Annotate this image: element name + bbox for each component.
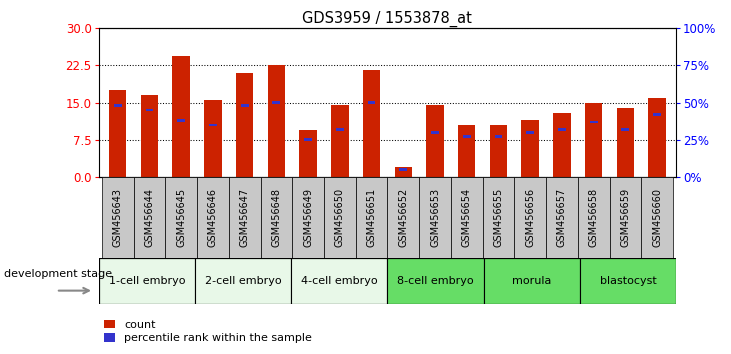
Bar [114,104,121,107]
Text: GSM456652: GSM456652 [398,188,409,247]
Text: 2-cell embryo: 2-cell embryo [205,276,281,286]
Bar [165,177,197,258]
Bar [292,177,324,258]
Bar [368,101,376,104]
Bar [387,258,484,304]
Text: GSM456659: GSM456659 [621,188,630,247]
Bar [109,90,126,177]
Bar [145,109,154,112]
Bar [236,73,254,177]
Bar [304,138,312,141]
Bar [553,113,571,177]
Bar [617,108,634,177]
Bar [209,124,217,126]
Bar [324,177,356,258]
Bar [546,177,577,258]
Text: GSM456645: GSM456645 [176,188,186,247]
Bar [458,125,475,177]
Bar [521,120,539,177]
Bar [590,121,598,123]
Text: GSM456658: GSM456658 [588,188,599,247]
Text: GSM456655: GSM456655 [493,188,504,247]
Text: GSM456656: GSM456656 [525,188,535,247]
Bar [173,56,190,177]
Bar [558,128,566,131]
Text: GSM456651: GSM456651 [366,188,376,247]
Bar [363,70,380,177]
Text: GSM456654: GSM456654 [462,188,471,247]
Bar [482,177,515,258]
Bar [300,130,317,177]
Bar [515,177,546,258]
Bar [654,113,661,116]
Bar [451,177,482,258]
Text: GSM456646: GSM456646 [208,188,218,247]
Bar [490,125,507,177]
Bar [419,177,451,258]
Text: 8-cell embryo: 8-cell embryo [397,276,474,286]
Bar [580,258,676,304]
Bar [99,258,195,304]
Bar [399,168,407,171]
Bar [577,177,610,258]
Bar [387,177,419,258]
Text: GSM456649: GSM456649 [303,188,313,247]
Bar [495,136,502,138]
Bar [260,177,292,258]
Text: GSM456660: GSM456660 [652,188,662,247]
Bar [268,65,285,177]
Bar [331,105,349,177]
Text: morula: morula [512,276,551,286]
Bar [648,98,666,177]
Bar [291,258,387,304]
Bar [197,177,229,258]
Bar [395,167,412,177]
Bar [621,128,629,131]
Bar [204,100,221,177]
Bar [134,177,165,258]
Bar [484,258,580,304]
Text: GSM456648: GSM456648 [271,188,281,247]
Bar [240,104,249,107]
Bar [195,258,291,304]
Text: GSM456644: GSM456644 [145,188,154,247]
Bar [526,131,534,134]
Text: GSM456650: GSM456650 [335,188,345,247]
Bar [641,177,673,258]
Bar [229,177,260,258]
Bar [463,136,471,138]
Text: GSM456657: GSM456657 [557,188,567,247]
Bar [426,105,444,177]
Bar [336,128,344,131]
Text: development stage: development stage [4,269,112,279]
Text: GSM456653: GSM456653 [430,188,440,247]
Text: blastocyst: blastocyst [599,276,656,286]
Text: GDS3959 / 1553878_at: GDS3959 / 1553878_at [303,11,472,27]
Bar [102,177,134,258]
Bar [141,95,158,177]
Text: 4-cell embryo: 4-cell embryo [301,276,378,286]
Bar [356,177,387,258]
Bar [610,177,641,258]
Text: GSM456647: GSM456647 [240,188,250,247]
Bar [273,101,280,104]
Text: GSM456643: GSM456643 [113,188,123,247]
Bar [177,119,185,122]
Bar [585,103,602,177]
Text: 1-cell embryo: 1-cell embryo [109,276,185,286]
Legend: count, percentile rank within the sample: count, percentile rank within the sample [105,320,312,343]
Bar [431,131,439,134]
